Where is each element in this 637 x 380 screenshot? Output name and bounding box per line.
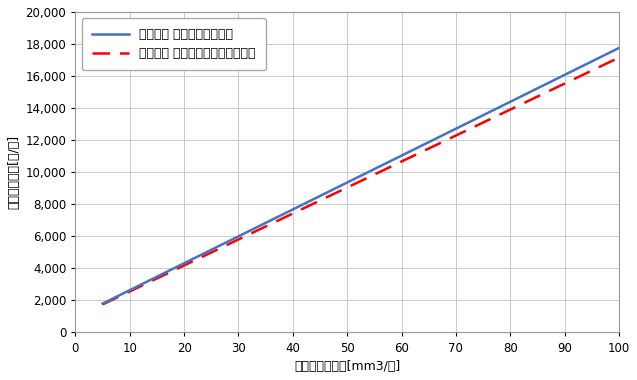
ガスワン 都市ガスハッピープラン	[99, 302, 106, 307]
ガスワン 都市ガスハッピープラン	[344, 185, 352, 190]
Line: ガスワン 都市ガスハッピープラン: ガスワン 都市ガスハッピープラン	[103, 58, 619, 304]
ガスワン 都市ガスハッピープラン	[522, 100, 529, 104]
Line: 東邦ガス エコジョーズ料金: 東邦ガス エコジョーズ料金	[103, 48, 619, 304]
ガスワン 都市ガスハッピープラン	[406, 155, 413, 160]
東邦ガス エコジョーズ料金	[603, 52, 610, 56]
ガスワン 都市ガスハッピープラン	[603, 61, 610, 66]
ガスワン 都市ガスハッピープラン	[615, 55, 623, 60]
東邦ガス エコジョーズ料金	[615, 46, 623, 50]
Legend: 東邦ガス エコジョーズ料金, ガスワン 都市ガスハッピープラン: 東邦ガス エコジョーズ料金, ガスワン 都市ガスハッピープラン	[82, 18, 266, 70]
X-axis label: 月間ガス使用量[mm3/月]: 月間ガス使用量[mm3/月]	[294, 360, 400, 373]
東邦ガス エコジョーズ料金	[347, 178, 355, 183]
Y-axis label: 推定ガス料金[円/月]: 推定ガス料金[円/月]	[7, 135, 20, 209]
東邦ガス エコジョーズ料金	[522, 92, 529, 97]
東邦ガス エコジョーズ料金	[406, 149, 413, 154]
東邦ガス エコジョーズ料金	[99, 301, 106, 306]
ガスワン 都市ガスハッピープラン	[347, 184, 355, 188]
東邦ガス エコジョーズ料金	[378, 163, 386, 168]
東邦ガス エコジョーズ料金	[344, 180, 352, 184]
ガスワン 都市ガスハッピープラン	[378, 169, 386, 173]
